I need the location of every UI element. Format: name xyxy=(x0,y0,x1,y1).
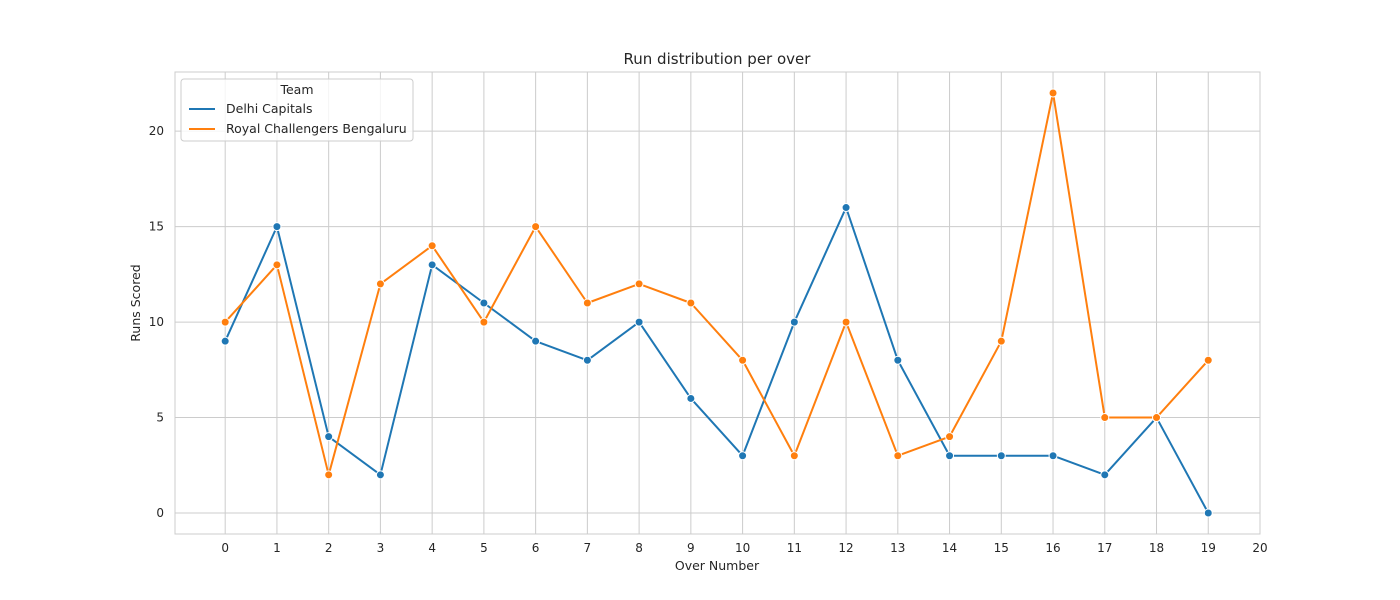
data-point xyxy=(375,279,385,289)
x-tick-label: 19 xyxy=(1201,541,1216,555)
data-point xyxy=(479,298,489,308)
x-tick-label: 10 xyxy=(735,541,750,555)
x-tick-label: 15 xyxy=(994,541,1009,555)
x-tick-label: 0 xyxy=(221,541,229,555)
data-point xyxy=(427,241,437,251)
data-point xyxy=(738,451,748,461)
x-tick-label: 2 xyxy=(325,541,333,555)
data-point xyxy=(1048,451,1058,461)
data-point xyxy=(1203,508,1213,518)
x-tick-label: 5 xyxy=(480,541,488,555)
data-point xyxy=(841,203,851,213)
legend-title: Team xyxy=(279,82,313,97)
x-tick-label: 4 xyxy=(428,541,436,555)
x-tick-label: 9 xyxy=(687,541,695,555)
data-point xyxy=(789,317,799,327)
series-layer xyxy=(220,88,1213,518)
data-point xyxy=(324,432,334,442)
x-tick-label: 18 xyxy=(1149,541,1164,555)
x-tick-label: 11 xyxy=(787,541,802,555)
data-point xyxy=(686,298,696,308)
data-point xyxy=(996,451,1006,461)
data-point xyxy=(220,317,230,327)
series-royal-challengers-bengaluru xyxy=(220,88,1213,480)
y-tick-label: 10 xyxy=(149,315,164,329)
data-point xyxy=(945,451,955,461)
data-point xyxy=(427,260,437,270)
data-point xyxy=(272,222,282,232)
x-tick-label: 17 xyxy=(1097,541,1112,555)
data-point xyxy=(582,355,592,365)
legend-entries: Delhi Capitals Royal Challengers Bengalur… xyxy=(189,101,407,136)
data-point xyxy=(686,393,696,403)
data-point xyxy=(272,260,282,270)
data-point xyxy=(220,336,230,346)
data-point xyxy=(479,317,489,327)
data-point xyxy=(582,298,592,308)
y-tick-label: 20 xyxy=(149,124,164,138)
data-point xyxy=(634,317,644,327)
data-point xyxy=(841,317,851,327)
x-axis-label: Over Number xyxy=(675,558,760,573)
x-tick-label: 1 xyxy=(273,541,281,555)
series-delhi-capitals xyxy=(220,203,1213,518)
data-point xyxy=(1152,413,1162,423)
x-tick-label: 6 xyxy=(532,541,540,555)
x-tick-label: 3 xyxy=(377,541,385,555)
legend-box xyxy=(180,78,414,142)
x-tick-label: 20 xyxy=(1252,541,1267,555)
x-tick-label: 12 xyxy=(838,541,853,555)
y-axis-label: Runs Scored xyxy=(128,264,143,341)
y-tick-label: 5 xyxy=(156,411,164,425)
data-point xyxy=(324,470,334,480)
data-point xyxy=(531,336,541,346)
data-point xyxy=(1048,88,1058,98)
data-point xyxy=(1203,355,1213,365)
legend: Team Delhi Capitals Royal Challengers Ben… xyxy=(180,78,414,142)
data-point xyxy=(375,470,385,480)
x-tick-label: 8 xyxy=(635,541,643,555)
legend-label: Royal Challengers Bengaluru xyxy=(226,121,407,136)
data-point xyxy=(1100,470,1110,480)
x-tick-label: 16 xyxy=(1045,541,1060,555)
x-tick-label: 13 xyxy=(890,541,905,555)
data-point xyxy=(893,355,903,365)
legend-label: Delhi Capitals xyxy=(226,101,313,116)
plot-border xyxy=(174,71,1261,535)
data-point xyxy=(996,336,1006,346)
y-tick-label: 0 xyxy=(156,506,164,520)
y-tick-label: 15 xyxy=(149,220,164,234)
data-point xyxy=(634,279,644,289)
data-point xyxy=(738,355,748,365)
chart-title: Run distribution per over xyxy=(624,50,812,68)
data-point xyxy=(945,432,955,442)
plot-frame xyxy=(174,71,1261,535)
series-line-royal-challengers-bengaluru xyxy=(224,92,1210,476)
x-tick-label: 14 xyxy=(942,541,957,555)
data-point xyxy=(1100,413,1110,423)
data-point xyxy=(531,222,541,232)
data-point xyxy=(789,451,799,461)
data-point xyxy=(893,451,903,461)
series-line-delhi-capitals xyxy=(224,206,1210,514)
x-tick-label: 7 xyxy=(584,541,592,555)
